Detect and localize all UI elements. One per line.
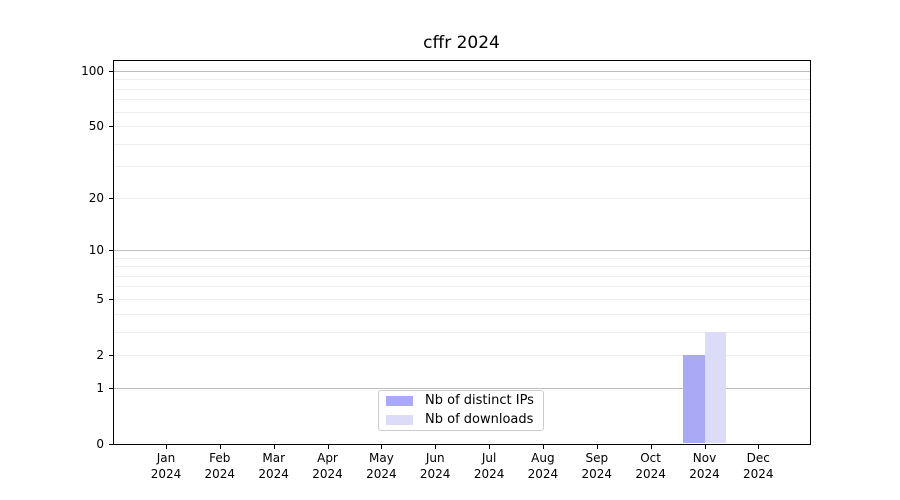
x-tick xyxy=(219,445,221,449)
y-tick xyxy=(109,387,113,389)
y-tick-label: 20 xyxy=(88,190,104,205)
y-gridline-minor xyxy=(114,99,810,101)
y-gridline-minor xyxy=(114,143,810,145)
x-tick xyxy=(166,445,167,449)
y-tick-label: 5 xyxy=(96,291,104,306)
y-tick-label: 100 xyxy=(81,63,104,78)
legend: Nb of distinct IPs Nb of downloads xyxy=(378,390,544,431)
x-tick xyxy=(596,445,598,449)
y-gridline-minor xyxy=(114,298,810,300)
x-tick xyxy=(381,445,383,449)
plot-area: Nb of distinct IPs Nb of downloads xyxy=(113,60,811,445)
x-tick-label: Jul 2024 xyxy=(473,451,505,481)
x-tick-label: Sep 2024 xyxy=(581,451,613,481)
y-gridline-major xyxy=(114,387,810,389)
y-gridline-major xyxy=(114,70,810,72)
y-gridline-minor xyxy=(114,88,810,90)
x-tick xyxy=(327,445,329,449)
x-tick-label: May 2024 xyxy=(366,451,397,481)
x-tick-label: Nov 2024 xyxy=(689,451,720,481)
x-tick xyxy=(489,445,491,449)
x-tick xyxy=(650,445,652,449)
y-gridline-minor xyxy=(114,275,810,277)
x-tick-label: Apr 2024 xyxy=(312,451,343,481)
y-gridline-minor xyxy=(114,257,810,259)
y-gridline-minor xyxy=(114,111,810,113)
y-gridline-minor xyxy=(114,79,810,81)
x-tick-label: Jun 2024 xyxy=(419,451,451,481)
legend-swatch-distinct-ips xyxy=(386,396,413,406)
x-tick-label: Mar 2024 xyxy=(258,451,289,481)
legend-label-downloads: Nb of downloads xyxy=(425,412,534,427)
x-tick xyxy=(542,445,544,449)
x-tick-label: Feb 2024 xyxy=(204,451,236,481)
x-tick-label: Jan 2024 xyxy=(150,451,182,481)
y-tick xyxy=(109,354,113,356)
bar-downloads xyxy=(704,331,726,444)
bar-distinct-ips xyxy=(683,354,705,444)
x-tick xyxy=(435,445,437,449)
y-tick xyxy=(109,126,113,128)
y-tick-label: 10 xyxy=(88,242,104,257)
x-tick-label: Oct 2024 xyxy=(635,451,666,481)
y-gridline-minor xyxy=(114,286,810,288)
y-gridline-major xyxy=(114,249,810,251)
y-gridline-minor xyxy=(114,331,810,333)
y-gridline-minor xyxy=(114,197,810,199)
y-tick xyxy=(109,443,113,445)
legend-label-distinct-ips: Nb of distinct IPs xyxy=(425,393,534,408)
y-tick-label: 2 xyxy=(96,347,104,362)
x-tick-label: Dec 2024 xyxy=(743,451,774,481)
legend-item-downloads: Nb of downloads xyxy=(386,413,543,427)
x-tick-label: Aug 2024 xyxy=(527,451,559,481)
y-tick xyxy=(109,249,113,251)
x-tick xyxy=(704,445,706,449)
y-gridline-minor xyxy=(114,313,810,315)
chart-title: cffr 2024 xyxy=(423,33,500,53)
y-tick xyxy=(109,298,113,300)
legend-swatch-downloads xyxy=(386,415,413,425)
y-tick-label: 0 xyxy=(96,436,104,451)
y-tick-label: 50 xyxy=(88,119,104,134)
y-tick-label: 1 xyxy=(96,380,104,395)
x-tick xyxy=(758,445,760,449)
y-gridline-minor xyxy=(114,266,810,268)
y-tick xyxy=(109,70,113,72)
y-tick xyxy=(109,197,113,199)
y-gridline-minor xyxy=(114,166,810,168)
y-gridline-minor xyxy=(114,126,810,128)
legend-item-distinct-ips: Nb of distinct IPs xyxy=(386,394,543,408)
y-gridline-minor xyxy=(114,354,810,356)
x-tick xyxy=(273,445,275,449)
